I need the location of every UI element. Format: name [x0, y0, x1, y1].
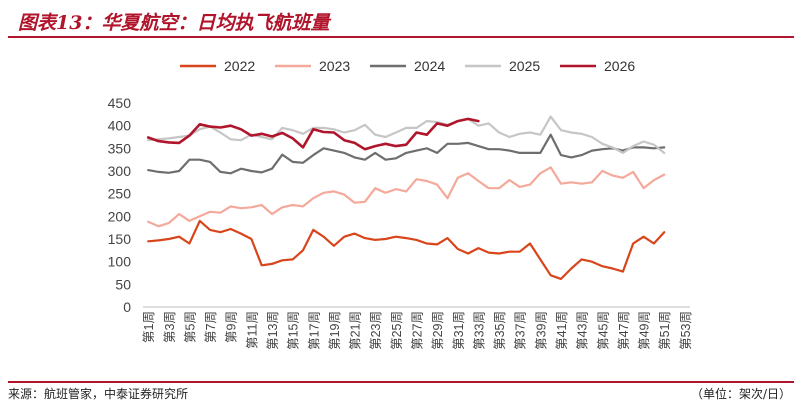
x-tick-label: 第13周 — [266, 311, 280, 350]
series-line-2026 — [146, 117, 480, 151]
x-tick-label: 第7周 — [204, 311, 218, 343]
plot-area — [146, 115, 666, 280]
line-chart: 2022 2023 2024 2025 2026 0 50 100 150 200 250 300 3… — [108, 58, 693, 350]
x-tick-label: 第47周 — [617, 311, 631, 350]
legend-label-2022: 2022 — [224, 58, 255, 74]
x-tick-label: 第5周 — [183, 311, 197, 343]
y-axis: 0 50 100 150 200 250 300 350 400 450 — [108, 95, 132, 315]
x-tick-label: 第17周 — [307, 311, 321, 350]
chart-legend: 2022 2023 2024 2025 2026 — [180, 58, 635, 74]
y-tick-label: 300 — [108, 163, 132, 179]
y-tick-label: 50 — [115, 276, 131, 292]
x-tick-label: 第27周 — [411, 311, 425, 350]
x-tick-label: 第35周 — [493, 311, 507, 350]
series-line-2024 — [147, 133, 666, 175]
x-tick-label: 第11周 — [245, 311, 259, 349]
x-tick-label: 第39周 — [534, 311, 548, 350]
x-tick-label: 第25周 — [390, 311, 404, 350]
y-tick-label: 250 — [108, 186, 132, 202]
x-tick-label: 第45周 — [596, 311, 610, 350]
y-tick-label: 200 — [108, 208, 132, 224]
x-axis: 第1周 第3周 第5周 第7周 第9周 第11周 第13周 第15周 第17周 第19周 第21周第… — [142, 306, 693, 350]
y-tick-label: 0 — [123, 299, 131, 315]
x-tick-label: 第33周 — [472, 311, 486, 350]
legend-label-2023: 2023 — [319, 58, 350, 74]
x-tick-label: 第49周 — [638, 311, 652, 350]
y-tick-label: 450 — [108, 95, 132, 111]
source-note: 来源：航班管家，中泰证券研究所 — [8, 387, 189, 401]
y-tick-label: 100 — [108, 254, 132, 270]
y-tick-label: 350 — [108, 140, 132, 156]
footer-rule — [8, 381, 794, 383]
title-rule — [8, 36, 794, 38]
chart-title: 图表13：华夏航空：日均执飞航班量 — [18, 12, 330, 34]
x-tick-label: 第9周 — [225, 311, 239, 343]
x-tick-label: 第3周 — [163, 311, 177, 343]
series-line-2022 — [147, 219, 666, 280]
x-tick-label: 第15周 — [287, 311, 301, 350]
series-line-2023 — [147, 166, 666, 228]
y-tick-label: 150 — [108, 231, 132, 247]
x-tick-label: 第51周 — [658, 311, 672, 350]
legend-label-2024: 2024 — [414, 58, 445, 74]
x-tick-label: 第21周 — [349, 311, 363, 350]
legend-label-2026: 2026 — [604, 58, 635, 74]
y-tick-label: 400 — [108, 118, 132, 134]
x-tick-label: 第41周 — [555, 311, 569, 350]
x-tick-label: 第37周 — [514, 311, 528, 350]
legend-label-2025: 2025 — [509, 58, 540, 74]
x-tick-label: 第43周 — [576, 311, 590, 350]
x-tick-label: 第19周 — [328, 311, 342, 350]
unit-note: （单位：架次/日） — [690, 387, 791, 401]
x-tick-label: 第23周 — [369, 311, 383, 350]
x-tick-label: 第29周 — [431, 311, 445, 350]
x-tick-label: 第1周 — [142, 311, 156, 343]
x-tick-label: 第31周 — [452, 311, 466, 350]
x-tick-label: 第53周 — [679, 311, 693, 350]
series-line-2025 — [147, 115, 666, 155]
